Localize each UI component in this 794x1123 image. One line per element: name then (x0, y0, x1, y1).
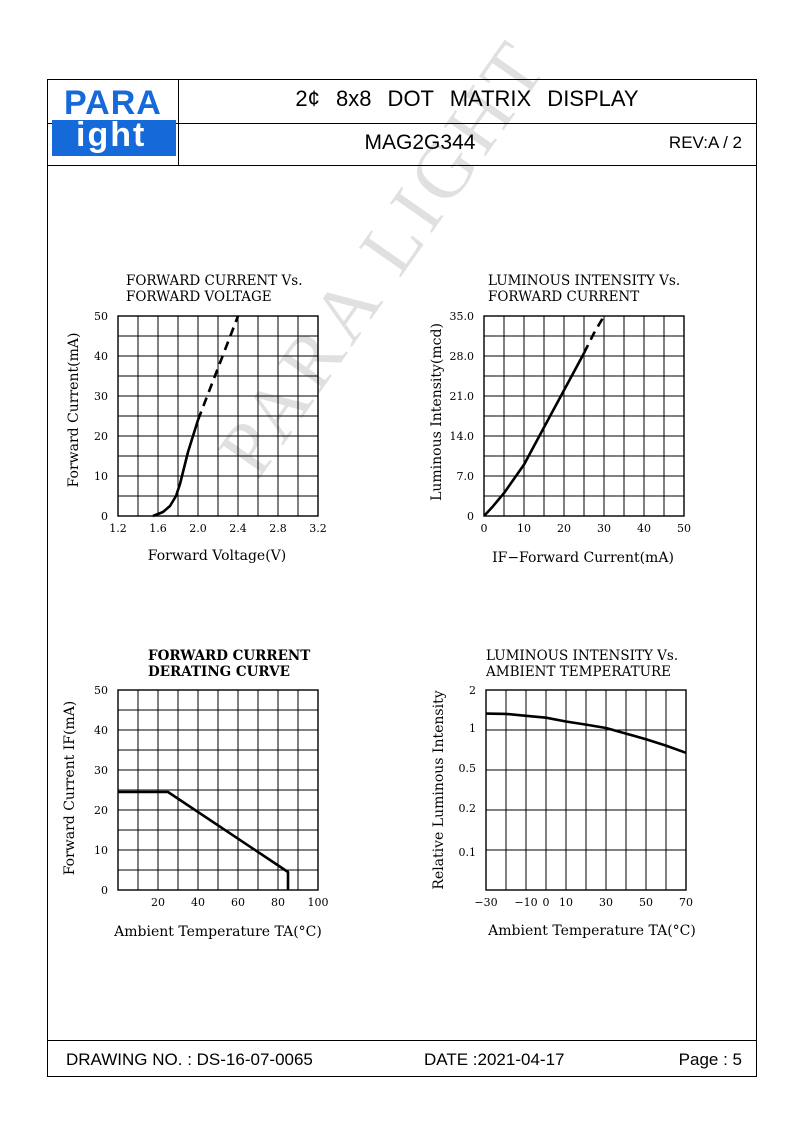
series-line-solid (118, 790, 290, 890)
chart-title-4: LUMINOUS INTENSITY Vs. AMBIENT TEMPERATU… (486, 648, 679, 680)
y-tick-label: 14.0 (450, 430, 475, 443)
x-tick-label: 2.4 (229, 522, 247, 535)
y-tick-label: 20 (94, 804, 108, 817)
drawing-number: DRAWING NO. : DS-16-07-0065 (66, 1050, 313, 1069)
y-tick-label: 30 (94, 390, 108, 403)
x-tick-label: 30 (599, 896, 613, 909)
x-tick-label: 50 (639, 896, 653, 909)
x-tick-label: 20 (151, 896, 165, 909)
x-tick-label: 10 (559, 896, 573, 909)
footer-divider (47, 1040, 757, 1041)
y-tick-label: 0.1 (459, 846, 477, 859)
plot-border (485, 689, 687, 891)
x-tick-label: 20 (557, 522, 571, 535)
logo-divider (178, 79, 179, 165)
x-tick-label: 50 (677, 522, 691, 535)
y-tick-label: 2 (469, 684, 476, 697)
y-tick-label: 7.0 (457, 470, 475, 483)
y-tick-label: 20 (94, 430, 108, 443)
x-axis-label: Forward Voltage(V) (148, 548, 287, 564)
y-tick-label: 1 (469, 722, 476, 735)
document-title: 2¢ 8x8 DOT MATRIX DISPLAY (295, 86, 639, 111)
chart-title-1: FORWARD CURRENT Vs. FORWARD VOLTAGE (126, 273, 303, 305)
y-tick-label: 30 (94, 764, 108, 777)
header-divider (47, 123, 757, 124)
y-tick-label: 0 (101, 510, 108, 523)
y-tick-label: 0.5 (459, 762, 477, 775)
chart-grid (117, 689, 319, 891)
y-tick-label: 0 (467, 510, 474, 523)
x-tick-label: 10 (517, 522, 531, 535)
chart-luminous-intensity-vs-temperature: −30 −10 0 10 30 50 70 0.1 0.2 0.5 1 2 Ambient Temper… (431, 684, 696, 939)
x-tick-label: 60 (231, 896, 245, 909)
chart-luminous-intensity-vs-current: 0 10 20 30 40 50 0 7.0 14.0 21.0 28.0 35.0 IF−Forwar… (429, 310, 691, 566)
chart-derating-curve: 20 40 60 80 100 0 10 20 30 40 50 Ambient Temperatur… (62, 684, 329, 940)
x-tick-label: −10 (514, 896, 537, 909)
x-tick-label: 100 (308, 896, 329, 909)
series-line-solid (483, 352, 586, 517)
header-bottom-line (47, 165, 757, 166)
logo-ight-text: ight (76, 116, 147, 154)
x-tick-label: 80 (271, 896, 285, 909)
x-tick-label: 2.8 (269, 522, 287, 535)
y-axis-label: Forward Current IF(mA) (62, 701, 78, 876)
x-tick-label: 40 (191, 896, 205, 909)
page-number: Page : 5 (678, 1050, 742, 1069)
x-axis-label: IF−Forward Current(mA) (492, 550, 674, 566)
y-tick-label: 50 (94, 684, 108, 697)
x-tick-label: 30 (597, 522, 611, 535)
y-tick-label: 40 (94, 350, 108, 363)
y-tick-label: 0 (101, 884, 108, 897)
y-tick-label: 10 (94, 844, 108, 857)
y-tick-label: 0.2 (459, 802, 477, 815)
chart-grid (483, 315, 685, 517)
chart-grid (485, 689, 687, 891)
y-tick-label: 40 (94, 724, 108, 737)
series-line-solid (485, 712, 687, 755)
x-tick-label: 70 (679, 896, 693, 909)
x-tick-label: 0 (543, 896, 550, 909)
x-axis-label: Ambient Temperature TA(°C) (487, 923, 696, 939)
x-tick-label: 1.2 (109, 522, 127, 535)
y-tick-label: 28.0 (450, 350, 475, 363)
plot-border (117, 689, 319, 891)
x-axis-label: Ambient Temperature TA(°C) (113, 924, 322, 940)
x-tick-label: 1.6 (149, 522, 167, 535)
chart-title-2: LUMINOUS INTENSITY Vs. FORWARD CURRENT (488, 273, 681, 305)
series-line-dashed (196, 315, 240, 421)
logo-para-text: PARA (64, 84, 162, 122)
chart-forward-current-vs-voltage: 1.2 1.6 2.0 2.4 2.8 3.2 0 10 20 30 40 50 Forward Vol… (66, 310, 327, 564)
chart-title-3: FORWARD CURRENT DERATING CURVE (148, 648, 311, 680)
x-tick-label: 2.0 (189, 522, 207, 535)
y-tick-label: 10 (94, 470, 108, 483)
date: DATE :2021-04-17 (424, 1050, 565, 1069)
y-tick-label: 35.0 (450, 310, 475, 323)
model-number: MAG2G344 (364, 131, 476, 154)
x-tick-label: 3.2 (309, 522, 327, 535)
x-tick-label: 0 (481, 522, 488, 535)
x-tick-label: 40 (637, 522, 651, 535)
series-line-dashed (582, 315, 606, 354)
series-line-solid (152, 419, 200, 518)
plot-border (117, 315, 319, 517)
paralight-logo: PARA ight (52, 84, 176, 158)
revision: REV:A / 2 (668, 133, 742, 152)
y-axis-label: Forward Current(mA) (66, 333, 82, 488)
y-axis-label: Luminous Intensity(mcd) (429, 323, 445, 501)
y-tick-label: 21.0 (450, 390, 475, 403)
y-tick-label: 50 (94, 310, 108, 323)
x-tick-label: −30 (474, 896, 497, 909)
plot-border (483, 315, 685, 517)
y-axis-label: Relative Luminous Intensity (431, 690, 447, 889)
page-frame (47, 79, 757, 1077)
